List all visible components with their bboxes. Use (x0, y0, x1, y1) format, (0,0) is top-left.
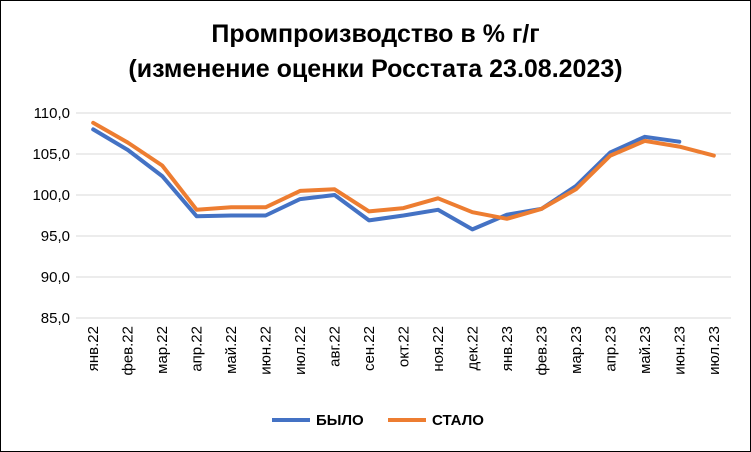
y-tick-label: 100,0 (32, 187, 70, 204)
legend-label-bylo: БЫЛО (316, 412, 364, 429)
x-tick-label: ноя.22 (430, 326, 447, 372)
x-tick-label: мар.23 (568, 326, 585, 374)
series-lines (91, 120, 716, 232)
x-tick-label: апр.22 (189, 326, 206, 372)
x-tick-label: июл.22 (292, 326, 309, 375)
x-tick-label: июл.23 (706, 326, 723, 375)
x-tick-label: июн.22 (258, 326, 275, 375)
y-tick-label: 105,0 (32, 146, 70, 163)
y-tick-label: 95,0 (41, 228, 70, 245)
x-tick-label: окт.22 (396, 326, 413, 367)
x-tick-label: янв.23 (499, 326, 516, 371)
legend-label-stalo: СТАЛО (432, 412, 484, 429)
series-line-bylo (91, 127, 682, 232)
x-tick-label: май.22 (223, 326, 240, 374)
y-tick-label: 85,0 (41, 310, 70, 327)
x-tick-label: дек.22 (464, 326, 481, 371)
y-tick-label: 110,0 (34, 105, 70, 122)
x-axis-ticks: янв.22 фев.22 мар.22 апр.22 май.22 июн.22 июл.… (85, 326, 723, 376)
x-tick-label: июн.23 (671, 326, 688, 375)
x-tick-label: фев.23 (533, 326, 550, 376)
x-tick-label: сен.22 (361, 326, 378, 371)
x-tick-label: янв.22 (85, 326, 102, 371)
chart-title: Промпроизводство в % г/г (211, 20, 540, 48)
chart-subtitle: (изменение оценки Росстата 23.08.2023) (128, 55, 623, 83)
legend: БЫЛО СТАЛО (272, 412, 484, 429)
x-tick-label: май.23 (637, 326, 654, 374)
series-line-stalo (91, 120, 716, 221)
x-tick-label: апр.23 (602, 326, 619, 372)
x-tick-label: мар.22 (154, 326, 171, 374)
x-tick-label: фев.22 (120, 326, 137, 376)
y-axis-ticks: 85,0 90,0 95,0 100,0 105,0 110,0 (32, 105, 70, 327)
x-tick-label: авг.22 (327, 326, 344, 367)
y-tick-label: 90,0 (41, 269, 70, 286)
